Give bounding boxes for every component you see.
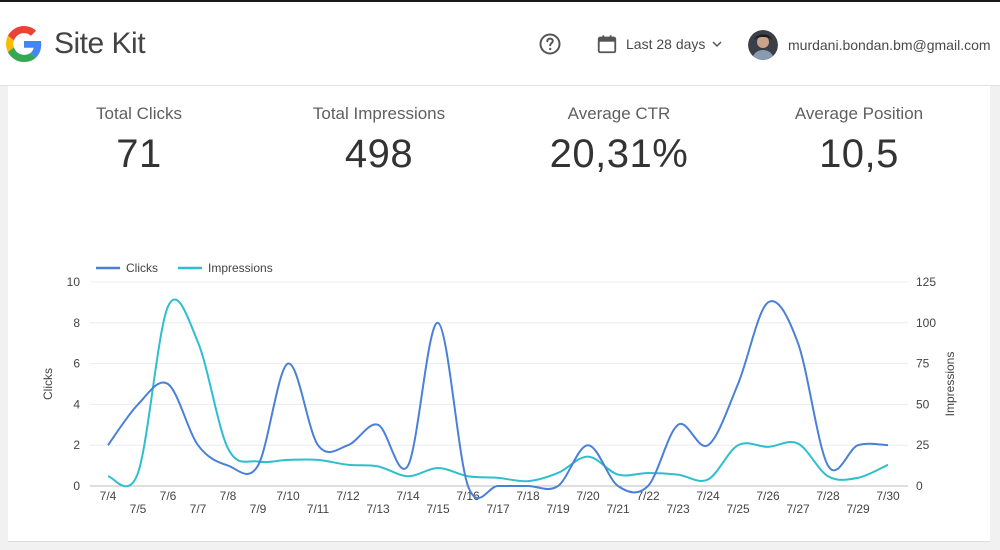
stat-value: 20,31%	[549, 132, 689, 176]
y2-tick-label: 100	[916, 316, 936, 330]
search-console-overview-panel: Total Clicks 71 Total Impressions 498 Av…	[8, 86, 990, 542]
y2-tick-label: 75	[916, 357, 930, 371]
stat-total-impressions[interactable]: Total Impressions 498	[259, 104, 499, 177]
brand-title: Site Kit	[54, 27, 146, 60]
x-tick-label: 7/20	[576, 489, 600, 503]
help-icon[interactable]	[538, 32, 562, 56]
stat-label: Total Impressions	[312, 104, 446, 123]
stat-average-ctr[interactable]: Average CTR 20,31%	[499, 104, 739, 177]
series-line-clicks	[107, 300, 889, 500]
y-tick-label: 0	[73, 479, 80, 493]
date-range-label: Last 28 days	[626, 36, 706, 52]
x-tick-label: 7/28	[816, 489, 840, 503]
x-tick-label: 7/11	[307, 502, 330, 516]
user-account-menu[interactable]: murdani.bondan.bm@gmail.com	[748, 29, 991, 61]
y2-axis-label: Impressions	[943, 352, 957, 417]
x-tick-label: 7/9	[250, 502, 267, 516]
x-tick-label: 7/22	[636, 489, 660, 503]
google-logo-icon	[6, 26, 42, 62]
y-tick-label: 6	[73, 357, 80, 371]
y-axis-label: Clicks	[41, 368, 55, 400]
legend-label: Clicks	[126, 261, 158, 275]
x-tick-label: 7/10	[276, 489, 300, 503]
x-tick-label: 7/8	[220, 489, 237, 503]
x-tick-label: 7/13	[366, 502, 390, 516]
x-tick-label: 7/29	[846, 502, 870, 516]
stat-value: 498	[344, 132, 414, 176]
x-tick-label: 7/17	[486, 502, 510, 516]
stat-value: 10,5	[819, 132, 899, 176]
y2-tick-label: 25	[916, 438, 930, 452]
calendar-icon	[597, 35, 617, 54]
x-tick-label: 7/18	[516, 489, 540, 503]
chevron-down-icon	[712, 41, 722, 48]
x-tick-label: 7/30	[876, 489, 900, 503]
x-tick-label: 7/4	[100, 489, 117, 503]
y-tick-label: 2	[73, 438, 80, 452]
user-email: murdani.bondan.bm@gmail.com	[788, 37, 991, 53]
x-tick-label: 7/7	[190, 502, 207, 516]
stat-total-clicks[interactable]: Total Clicks 71	[19, 104, 259, 177]
x-tick-label: 7/14	[396, 489, 420, 503]
x-tick-label: 7/27	[786, 502, 810, 516]
legend-label: Impressions	[208, 261, 273, 275]
x-tick-label: 7/12	[336, 489, 360, 503]
date-range-selector[interactable]: Last 28 days	[596, 28, 725, 60]
stat-average-position[interactable]: Average Position 10,5	[739, 104, 979, 177]
x-tick-label: 7/6	[160, 489, 177, 503]
x-tick-label: 7/15	[426, 502, 450, 516]
y-tick-label: 4	[73, 397, 80, 411]
x-tick-label: 7/5	[130, 502, 147, 516]
y2-tick-label: 0	[916, 479, 923, 493]
y-tick-label: 8	[73, 316, 80, 330]
y2-tick-label: 50	[916, 397, 930, 411]
app-header: Site Kit Last 28 days murdani.bondan.bm@…	[0, 2, 1000, 86]
series-line-impressions	[107, 298, 889, 488]
x-tick-label: 7/19	[546, 502, 570, 516]
avatar	[748, 30, 778, 60]
stat-label: Average Position	[794, 104, 924, 123]
y2-tick-label: 125	[916, 275, 936, 289]
stat-label: Total Clicks	[96, 104, 182, 123]
x-tick-label: 7/24	[696, 489, 720, 503]
stat-value: 71	[116, 132, 162, 176]
x-tick-label: 7/26	[756, 489, 780, 503]
x-tick-label: 7/21	[606, 502, 630, 516]
x-tick-label: 7/25	[726, 502, 750, 516]
x-tick-label: 7/23	[666, 502, 690, 516]
top-border	[0, 0, 1000, 2]
y-tick-label: 10	[67, 275, 81, 289]
stat-label: Average CTR	[567, 104, 671, 123]
x-tick-label: 7/16	[456, 489, 480, 503]
